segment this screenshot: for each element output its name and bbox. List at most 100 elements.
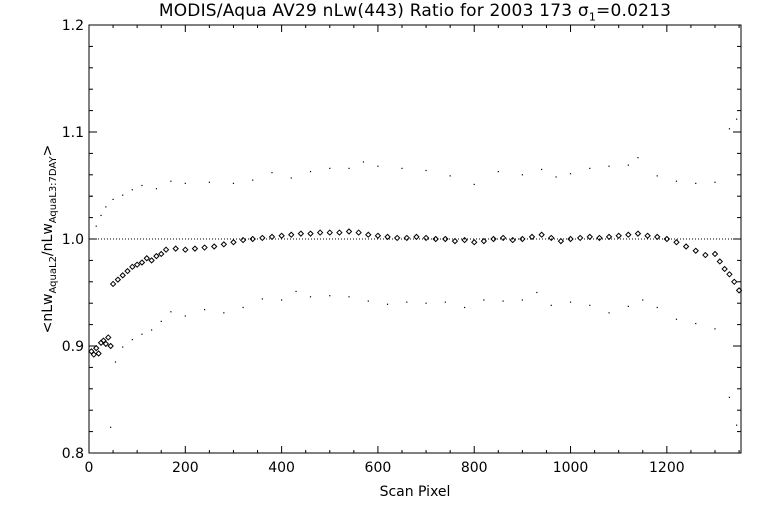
bound-point (728, 128, 731, 130)
data-point (124, 267, 131, 275)
data-point (307, 230, 314, 237)
data-point (129, 263, 136, 271)
bound-point (261, 298, 263, 300)
bound-point (444, 301, 446, 303)
bound-point (637, 157, 639, 159)
bound-point (348, 296, 350, 298)
bound-point (656, 306, 658, 309)
bound-point (541, 168, 543, 171)
data-point (692, 247, 699, 254)
data-point (731, 278, 738, 286)
data-point (336, 229, 343, 236)
x-tick-label: 200 (172, 460, 199, 476)
bound-point (110, 426, 112, 428)
bound-point (155, 188, 158, 190)
bound-point (483, 299, 485, 301)
data-point (288, 231, 295, 238)
data-point (711, 250, 719, 258)
bound-point (131, 189, 133, 191)
bound-point (95, 225, 97, 227)
bound-point (728, 396, 731, 398)
data-point (138, 259, 146, 266)
bound-point (406, 301, 408, 303)
data-point (605, 233, 613, 241)
data-point (528, 233, 536, 241)
bound-point (329, 295, 331, 297)
chart-title-suffix: =0.0213 (596, 1, 672, 21)
bound-point (160, 320, 162, 322)
chart-title-sigma-subscript: 1 (588, 10, 597, 24)
data-point (326, 229, 333, 236)
y-tick-label: 1.0 (62, 232, 84, 248)
bound-point (521, 299, 523, 301)
x-tick-label: 1200 (649, 460, 685, 476)
data-point (158, 250, 165, 258)
data-point (143, 255, 150, 262)
data-point (162, 246, 170, 253)
bound-point (105, 206, 107, 208)
data-point (297, 230, 305, 237)
data-point (461, 236, 468, 244)
data-point (259, 234, 266, 242)
bound-point (309, 296, 312, 298)
bound-point (589, 167, 591, 169)
bound-point (589, 304, 591, 306)
data-point (548, 234, 555, 242)
bound-point (695, 182, 697, 184)
data-point (519, 235, 526, 243)
data-point (268, 233, 276, 241)
bound-point (627, 305, 629, 308)
bound-point (736, 118, 738, 120)
bound-point (131, 338, 133, 341)
bound-point (627, 164, 629, 166)
y-axis-title-sub1: AquaL2 (48, 256, 59, 293)
data-point (567, 235, 574, 243)
bound-point (608, 312, 610, 314)
data-point (509, 236, 516, 244)
bound-point (184, 315, 186, 317)
bound-point (362, 161, 365, 163)
data-point (726, 271, 733, 278)
bound-point (401, 167, 403, 169)
y-tick-label: 0.8 (62, 446, 84, 462)
bound-point (309, 170, 312, 173)
bound-point (114, 361, 117, 363)
bound-point (714, 328, 716, 330)
data-point (95, 350, 102, 357)
data-point (249, 235, 256, 243)
bound-point (141, 184, 143, 187)
bound-point (608, 165, 610, 167)
data-point (721, 265, 728, 273)
data-point (278, 232, 285, 239)
data-point (374, 232, 382, 239)
data-point (105, 334, 112, 341)
x-tick-label: 1000 (553, 460, 589, 476)
data-point (230, 239, 237, 246)
points-layer (88, 118, 743, 428)
y-axis-title-mid: /nLw (40, 223, 56, 256)
x-tick-label: 800 (461, 460, 488, 476)
y-tick-label: 0.9 (62, 339, 84, 355)
data-point (615, 232, 622, 239)
data-point (576, 234, 584, 242)
y-axis-title-sub2: AquaL3:7DAY (48, 155, 59, 223)
data-point (625, 231, 632, 238)
data-point (422, 234, 430, 242)
data-point (107, 342, 114, 350)
bound-point (675, 180, 678, 182)
bound-point (555, 176, 557, 178)
data-point (451, 237, 459, 245)
data-point (538, 231, 545, 238)
bound-point (184, 182, 186, 184)
data-point (201, 244, 208, 251)
bound-point (425, 169, 427, 172)
bound-point (208, 181, 210, 183)
data-point (172, 245, 179, 252)
labels-layer: 0 200 400 600 800 1000 1200 0.8 0.9 1.0 1.1 1.2 (62, 18, 685, 476)
bound-point (122, 346, 124, 348)
bound-point (170, 180, 172, 182)
data-point (114, 276, 122, 283)
data-point (634, 230, 642, 237)
x-tick-label: 0 (85, 460, 94, 476)
bound-point (714, 181, 716, 183)
